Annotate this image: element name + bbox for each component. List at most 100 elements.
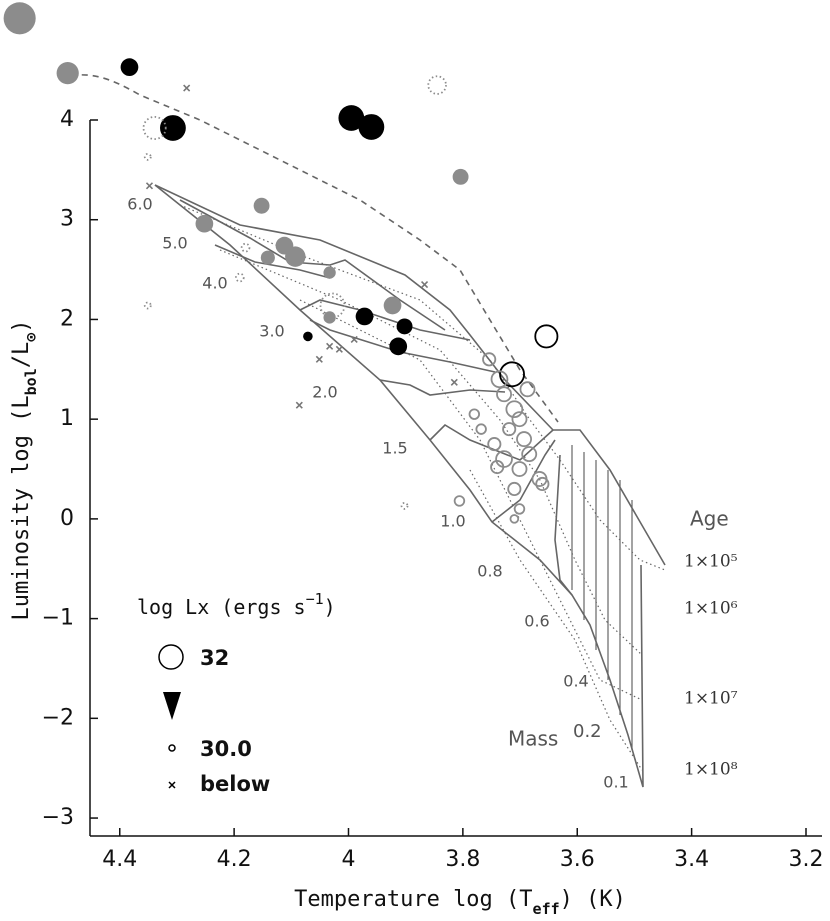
x-tick-label: 4 [341,847,355,872]
mass-label: 0.6 [524,612,549,631]
star-point [120,58,139,76]
cross-point [335,345,343,353]
star-point [513,503,526,515]
y-tick-label: 1 [60,406,74,431]
cross-point [326,342,334,350]
star-point [482,352,497,367]
star-point [507,481,522,497]
y-tick-label: 3 [60,207,74,232]
legend-marker [163,692,181,720]
star-point [240,242,251,253]
legend-title: log Lx (ergs s−1) [137,590,336,619]
cross-point [350,335,358,343]
star-point [143,301,152,310]
mass-label: 1.5 [382,439,407,458]
mass-label: 5.0 [162,234,187,253]
star-point [355,307,374,326]
age-label: 1×10⁶ [684,599,738,619]
star-point [509,514,520,524]
label-part: Temperature log (T [294,887,532,912]
y-tick-label: 0 [60,506,74,531]
star-point [505,400,524,419]
star-point [519,381,536,398]
star-point [160,115,186,141]
star-point [511,411,528,428]
x-tick-label: 3.2 [789,847,824,872]
cross-point [450,378,458,386]
mass-label: 0.4 [563,672,588,691]
cross-point [145,182,154,190]
age-title: Age [690,507,729,531]
mass-label: 4.0 [202,274,227,293]
legend-label: 32 [200,646,229,670]
label-part: ) (K) [560,887,626,912]
star-point [396,318,413,335]
mass-title-value: 0.2 [573,721,602,742]
star-point [400,502,409,510]
x-tick-label: 4.4 [102,847,137,872]
legend-marker [168,744,176,752]
label-part: −1 [306,590,324,608]
y-tick-label: −1 [42,606,74,631]
star-point [468,408,481,420]
x-tick-label: 3.8 [445,847,480,872]
star-point [253,197,270,214]
star-point [487,437,502,452]
star-point [235,272,245,283]
star-point [285,246,306,267]
legend-marker [168,781,176,789]
star-point [427,75,447,95]
star-point [383,296,402,315]
star-point [516,431,533,448]
label-part: ) [9,319,34,332]
star-point [303,331,313,342]
x-tick-label: 4.2 [217,847,252,872]
label-part: eff [533,900,560,918]
legend-label: 30.0 [200,737,252,761]
y-tick-label: −3 [42,805,74,830]
star-point [260,250,275,265]
mass-label: 6.0 [127,195,152,214]
star-point [502,422,517,437]
mass-label: 0.8 [477,562,502,581]
star-point [496,386,512,403]
model-tracks [59,74,666,788]
star-point [475,423,487,435]
label-part: ⊙ [22,333,40,342]
label-part: /L [9,342,34,369]
label-part: ) [324,595,336,619]
star-point [142,115,167,140]
cross-point [315,355,323,363]
legend-marker [158,644,184,670]
y-tick-label: 2 [60,306,74,331]
y-tick-label: −2 [42,705,74,730]
star-point [195,214,214,233]
star-point [535,476,550,492]
star-point [323,311,336,324]
y-axis-label: Luminosity log (Lbol/L⊙) [9,319,40,620]
cross-point [420,280,429,289]
star-point [511,461,528,477]
star-point [338,105,365,131]
age-label: 1×10⁷ [684,689,738,709]
label-part: log Lx (ergs s [137,595,306,619]
mass-label: 3.0 [259,322,284,341]
star-point [56,62,79,85]
label-part: bol [22,368,40,395]
star-point [323,266,336,279]
cross-point [183,84,191,92]
mass-label: 0.1 [603,773,628,792]
mass-label: 2.0 [312,383,337,402]
star-point [3,2,36,35]
age-label: 1×10⁵ [684,552,738,572]
star-point [389,337,408,356]
star-point [534,324,559,349]
mass-label: 1.0 [440,512,465,531]
star-point [490,459,505,475]
age-label: 1×10⁸ [684,760,738,780]
cross-point [295,401,303,409]
legend-label: below [200,772,270,796]
x-axis-label: Temperature log (Teff) (K) [294,887,626,918]
star-point [319,292,346,319]
